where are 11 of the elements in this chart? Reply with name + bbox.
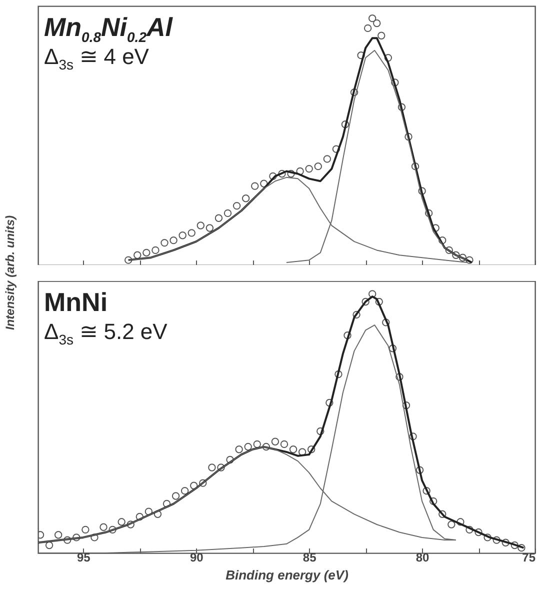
annotation: Δ$_{3s}$ ≅ 5.2 eV [44, 319, 168, 348]
x-tick-label: 80 [416, 550, 430, 564]
x-axis-title: Binding energy (eV) [226, 568, 348, 582]
x-tick-label: 75 [522, 550, 536, 564]
annotation: Mn$_{0.8}$Ni$_{0.2}$Al [44, 12, 172, 46]
x-tick-label: 95 [77, 550, 91, 564]
x-tick-label: 85 [302, 550, 317, 564]
x-tick-label: 90 [190, 550, 204, 564]
y-axis-title: Intensity (arb. units) [3, 214, 17, 332]
annotation: MnNi [44, 287, 108, 317]
annotation: Δ$_{3s}$ ≅ 4 eV [44, 44, 149, 72]
